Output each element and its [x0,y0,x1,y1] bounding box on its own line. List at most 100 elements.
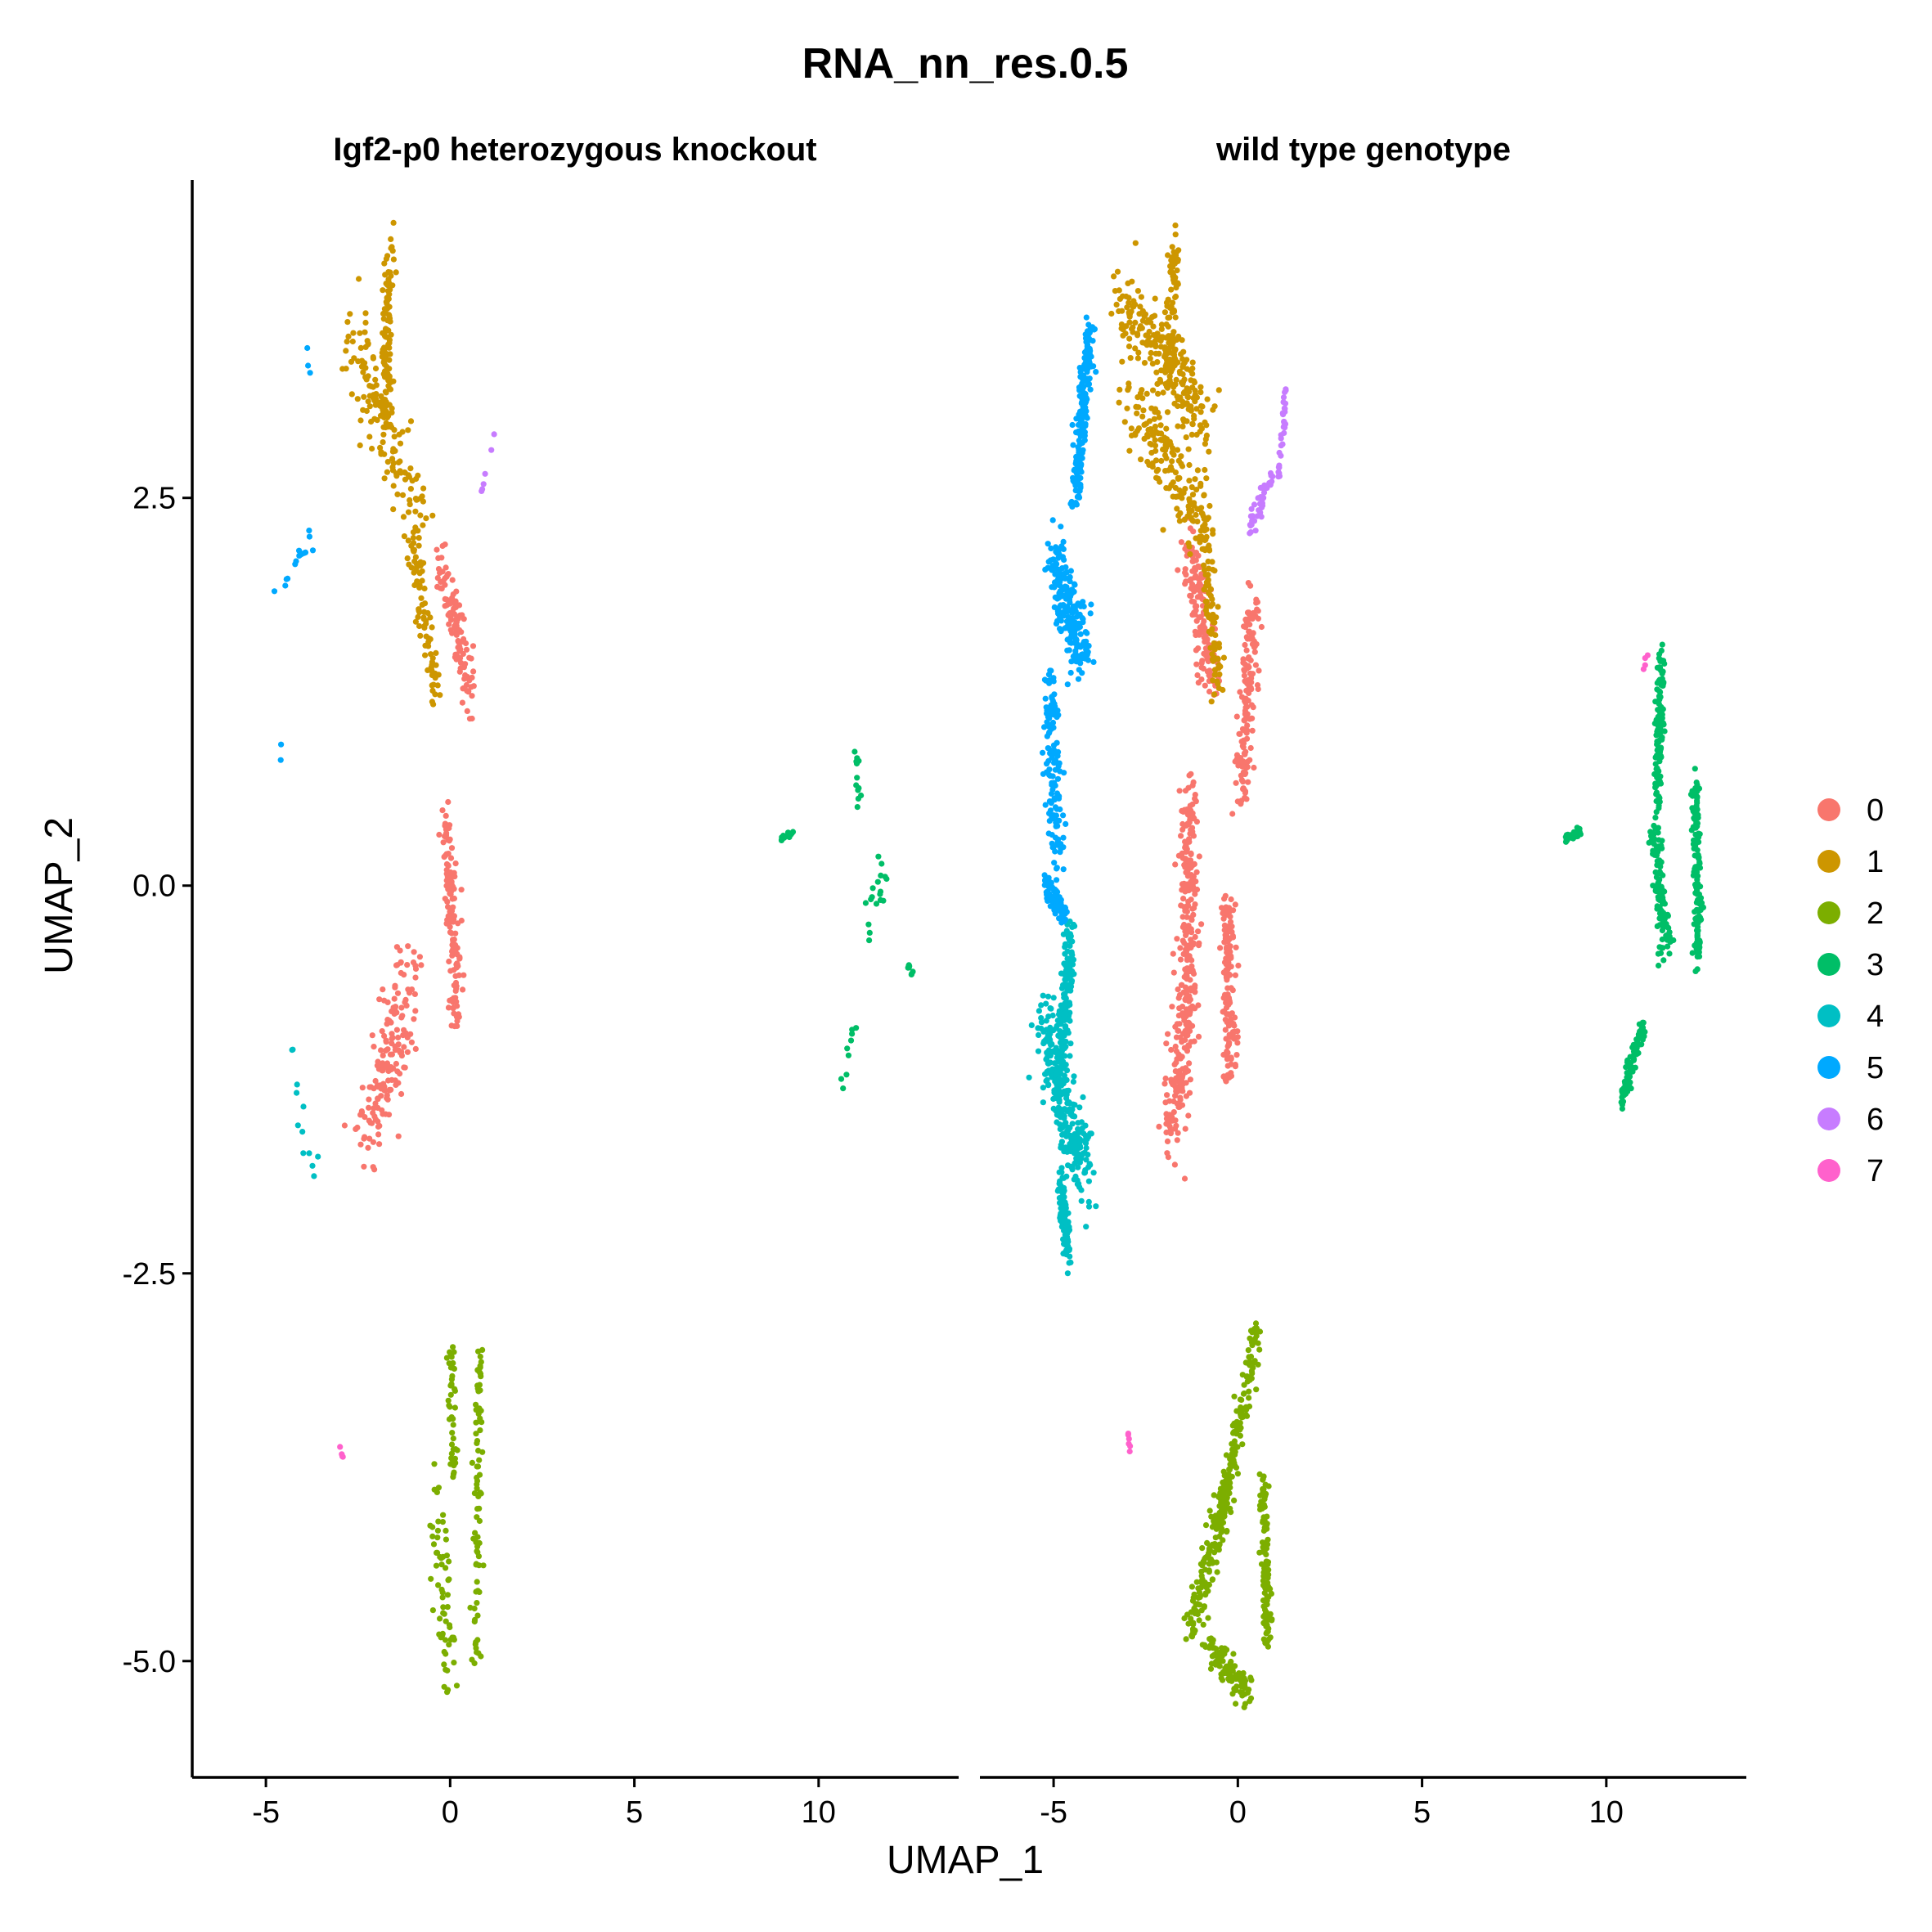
cell-point-cluster-3 [1620,1099,1627,1105]
cell-point-cluster-0 [469,674,475,681]
cell-point-cluster-1 [1169,365,1176,371]
cell-point-cluster-0 [1238,694,1246,700]
cell-point-cluster-0 [1255,615,1261,622]
cell-point-cluster-1 [1126,335,1133,342]
cell-point-cluster-1 [424,642,430,649]
cell-point-cluster-3 [865,921,872,928]
cell-point-cluster-0 [443,920,450,927]
cell-point-cluster-2 [451,1660,457,1666]
cell-point-cluster-5 [1048,702,1054,708]
cell-point-cluster-5 [1062,583,1068,590]
cell-point-cluster-5 [1051,584,1058,591]
cell-point-cluster-0 [1182,908,1188,914]
cell-point-cluster-0 [395,1041,402,1048]
cell-point-cluster-2 [453,1683,461,1689]
cell-point-cluster-0 [1179,1054,1185,1060]
cell-point-cluster-5 [1061,613,1067,619]
cell-point-cluster-5 [1087,610,1094,617]
cell-point-cluster-1 [1184,357,1190,363]
cell-point-cluster-2 [474,1481,480,1488]
cell-point-cluster-0 [1244,609,1251,616]
cell-point-cluster-1 [1192,476,1198,483]
cell-point-cluster-2 [1261,1606,1269,1613]
cell-point-cluster-0 [1226,945,1233,951]
cell-point-cluster-1 [1143,342,1150,348]
cell-point-cluster-2 [1237,1432,1243,1439]
cell-point-cluster-5 [1054,714,1060,721]
cell-point-cluster-1 [1124,304,1130,311]
cell-point-cluster-0 [1186,1090,1193,1096]
cell-point-cluster-1 [380,287,386,294]
cell-point-cluster-2 [1242,1701,1248,1707]
cell-point-cluster-5 [292,561,299,568]
cell-point-cluster-6 [1251,518,1258,524]
legend-label-6: 6 [1867,1103,1884,1137]
cell-point-cluster-1 [421,585,428,592]
cell-point-cluster-0 [1232,758,1238,765]
cell-point-cluster-2 [1239,1441,1246,1448]
cell-point-cluster-2 [473,1639,479,1646]
cell-point-cluster-0 [456,627,463,633]
cell-point-cluster-1 [384,305,390,312]
cell-point-cluster-2 [439,1519,447,1525]
cell-point-cluster-4 [1051,1087,1058,1094]
cell-point-cluster-2 [448,1381,455,1387]
cell-point-cluster-1 [1211,656,1218,663]
cell-point-cluster-2 [428,1575,434,1582]
cell-point-cluster-0 [1233,1052,1240,1058]
cell-point-cluster-0 [380,1081,387,1087]
cell-point-cluster-3 [873,901,880,907]
cell-point-cluster-0 [1202,645,1209,652]
cell-point-cluster-3 [1694,876,1701,883]
cell-point-cluster-0 [1186,1060,1193,1067]
cell-point-cluster-4 [1063,1095,1070,1102]
cell-point-cluster-5 [1044,761,1050,767]
panel-title-knockout: Igf2-p0 heterozygous knockout [333,132,816,168]
cell-point-cluster-2 [447,1624,453,1631]
cell-point-cluster-3 [1640,1019,1647,1026]
cell-point-cluster-5 [1064,589,1071,596]
cell-point-cluster-0 [1179,1010,1186,1017]
cell-point-cluster-1 [1211,640,1217,646]
cell-point-cluster-3 [1655,887,1662,894]
cell-point-cluster-2 [475,1650,482,1656]
cell-point-cluster-1 [1206,448,1212,455]
cell-point-cluster-1 [1215,645,1223,651]
cell-point-cluster-0 [1225,964,1232,971]
cell-point-cluster-4 [1078,1119,1085,1126]
cell-point-cluster-5 [1045,730,1052,737]
cell-point-cluster-1 [430,671,437,677]
cell-point-cluster-4 [1055,1032,1062,1039]
cell-point-cluster-0 [461,972,467,978]
cell-point-cluster-1 [1184,385,1190,392]
cell-point-cluster-4 [1063,975,1069,982]
cell-point-cluster-7 [337,1444,344,1450]
cell-point-cluster-2 [1204,1539,1211,1546]
cell-point-cluster-2 [473,1431,479,1437]
cell-point-cluster-5 [1078,400,1085,407]
cell-point-cluster-1 [1167,340,1174,347]
cell-point-cluster-1 [432,691,438,698]
cell-point-cluster-0 [1182,1036,1188,1043]
cell-point-cluster-2 [450,1344,456,1350]
cell-point-cluster-0 [357,1141,364,1148]
cell-point-cluster-1 [1132,240,1139,246]
cell-point-cluster-1 [1179,402,1185,409]
cell-point-cluster-1 [1185,394,1192,401]
cell-point-cluster-0 [1172,1043,1179,1050]
cell-point-cluster-5 [306,528,312,534]
cell-point-cluster-1 [1160,389,1166,396]
cell-point-cluster-1 [1174,447,1181,453]
cell-point-cluster-5 [1052,766,1058,773]
cell-point-cluster-5 [1046,715,1053,721]
cell-point-cluster-2 [1221,1651,1228,1657]
cell-point-cluster-1 [1173,376,1179,383]
cell-point-cluster-1 [1158,457,1165,465]
cell-point-cluster-2 [1196,1617,1202,1624]
cell-point-cluster-5 [277,757,284,763]
cell-point-cluster-0 [418,962,425,968]
cell-point-cluster-1 [391,434,398,440]
cell-point-cluster-4 [1061,1219,1067,1225]
cell-point-cluster-1 [1154,359,1161,366]
cell-point-cluster-0 [1186,819,1193,826]
